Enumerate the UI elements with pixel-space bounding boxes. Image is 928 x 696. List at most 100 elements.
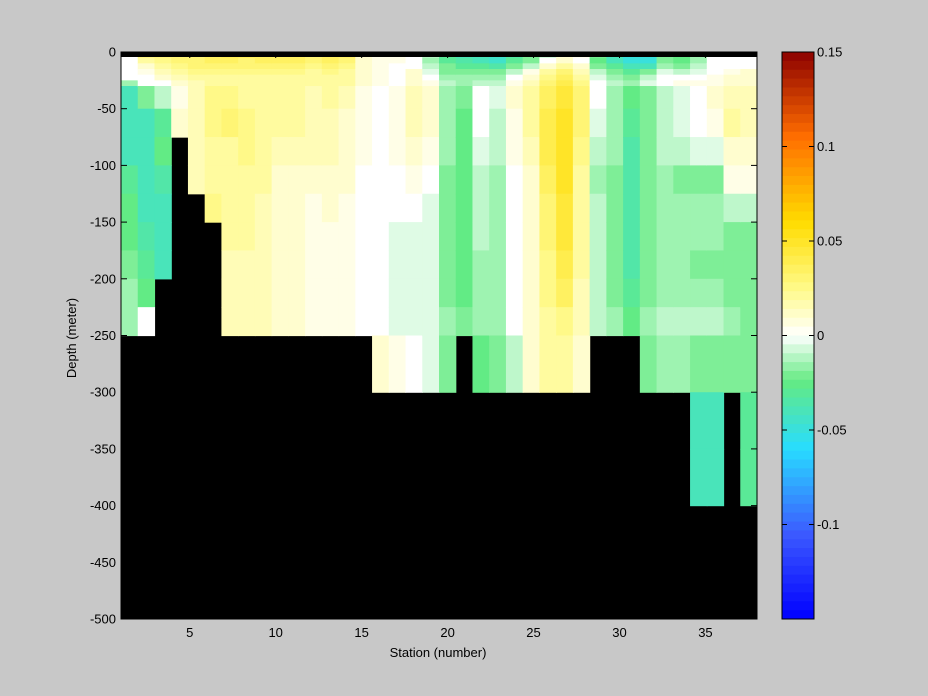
heatmap-cell	[673, 74, 691, 81]
heatmap-cell	[673, 69, 691, 76]
heatmap-cell	[121, 69, 139, 76]
heatmap-cell	[505, 108, 524, 138]
heatmap-cell	[137, 193, 156, 223]
heatmap-cell	[405, 222, 423, 252]
heatmap-cell	[288, 74, 306, 81]
colorbar-tick-label: 0.1	[817, 139, 835, 154]
heatmap-cell	[706, 278, 725, 308]
heatmap-cell	[372, 278, 390, 308]
heatmap-cell	[187, 69, 206, 76]
heatmap-cell	[338, 86, 356, 110]
heatmap-cell	[472, 80, 490, 87]
heatmap-cell	[472, 57, 490, 64]
heatmap-cell	[422, 80, 440, 87]
heatmap-cell	[690, 165, 708, 195]
heatmap-cell	[372, 108, 390, 138]
heatmap-cell	[137, 108, 156, 138]
heatmap-cell	[254, 278, 273, 308]
heatmap-cell	[539, 335, 557, 393]
heatmap-cell	[706, 193, 725, 223]
heatmap-cell	[422, 137, 440, 166]
heatmap-cell	[321, 278, 340, 308]
heatmap-cell	[572, 137, 591, 166]
colorbar-step	[782, 379, 814, 390]
heatmap-cell	[238, 278, 256, 308]
heatmap-cell	[623, 307, 641, 337]
heatmap-cell	[171, 74, 189, 81]
heatmap-cell	[137, 57, 156, 64]
x-tick-label: 25	[526, 625, 540, 640]
heatmap-cell	[388, 278, 407, 308]
heatmap-cell	[606, 57, 624, 64]
heatmap-cell	[589, 278, 607, 308]
colorbar-step	[782, 300, 814, 310]
heatmap-cell	[740, 278, 758, 308]
heatmap-cell	[539, 108, 557, 138]
heatmap-cell	[589, 137, 607, 166]
heatmap-cell	[455, 69, 474, 76]
heatmap-cell	[355, 86, 373, 110]
heatmap-cell	[422, 193, 440, 223]
heatmap-cell	[455, 250, 474, 280]
heatmap-cell	[288, 63, 306, 70]
x-tick-label: 10	[268, 625, 282, 640]
heatmap-cell	[489, 137, 507, 166]
heatmap-cell	[589, 80, 607, 87]
heatmap-cell	[254, 69, 273, 76]
heatmap-cell	[740, 250, 758, 280]
colorbar-step	[782, 406, 814, 416]
heatmap-cell	[271, 222, 289, 252]
heatmap-cell	[439, 108, 457, 138]
heatmap-cell	[254, 57, 273, 64]
heatmap-cell	[121, 250, 139, 280]
heatmap-cell	[690, 108, 708, 138]
colorbar-step	[782, 238, 814, 248]
heatmap-cell	[254, 193, 273, 223]
heatmap-cell	[221, 250, 239, 280]
heatmap-cell	[121, 57, 139, 64]
heatmap-cell	[422, 86, 440, 110]
heatmap-cell	[321, 69, 340, 76]
heatmap-cell	[288, 108, 306, 138]
heatmap-cell	[355, 69, 373, 76]
heatmap-cell	[338, 80, 356, 87]
heatmap-cell	[673, 80, 691, 87]
heatmap-cell	[238, 165, 256, 195]
heatmap-cell	[589, 193, 607, 223]
colorbar-step	[782, 539, 814, 549]
heatmap-cell	[388, 80, 407, 87]
heatmap-cell	[455, 278, 474, 308]
heatmap-cell	[690, 69, 708, 76]
heatmap-cell	[539, 165, 557, 195]
heatmap-cell	[673, 335, 691, 393]
heatmap-cell	[372, 63, 390, 70]
heatmap-cell	[673, 307, 691, 337]
heatmap-cell	[422, 165, 440, 195]
heatmap-cell	[673, 57, 691, 64]
colorbar-step	[782, 273, 814, 283]
heatmap-cell	[372, 335, 390, 393]
colorbar-step	[782, 193, 814, 204]
heatmap-cell	[388, 69, 407, 76]
y-axis-label: Depth (meter)	[64, 298, 79, 378]
x-tick-label: 5	[186, 625, 193, 640]
heatmap-cell	[321, 63, 340, 70]
heatmap-cell	[489, 222, 507, 252]
plot-axes: 0 -50 -100 -150 -200 -250 -300 -350 -400 -450 -500…	[90, 45, 758, 640]
colorbar-step	[782, 415, 814, 425]
heatmap-cell	[221, 57, 239, 64]
heatmap-cell	[254, 165, 273, 195]
heatmap-cell	[656, 307, 674, 337]
heatmap-cell	[321, 80, 340, 87]
heatmap-cell	[505, 57, 524, 64]
heatmap-cell	[556, 307, 574, 337]
colorbar-step	[782, 610, 814, 620]
heatmap-cell	[706, 108, 725, 138]
heatmap-cell	[321, 193, 340, 223]
colorbar-step	[782, 229, 814, 239]
heatmap-cell	[723, 108, 741, 138]
heatmap-cell	[539, 222, 557, 252]
heatmap-cell	[271, 74, 289, 81]
heatmap-cell	[288, 57, 306, 64]
heatmap-cell	[439, 335, 457, 393]
